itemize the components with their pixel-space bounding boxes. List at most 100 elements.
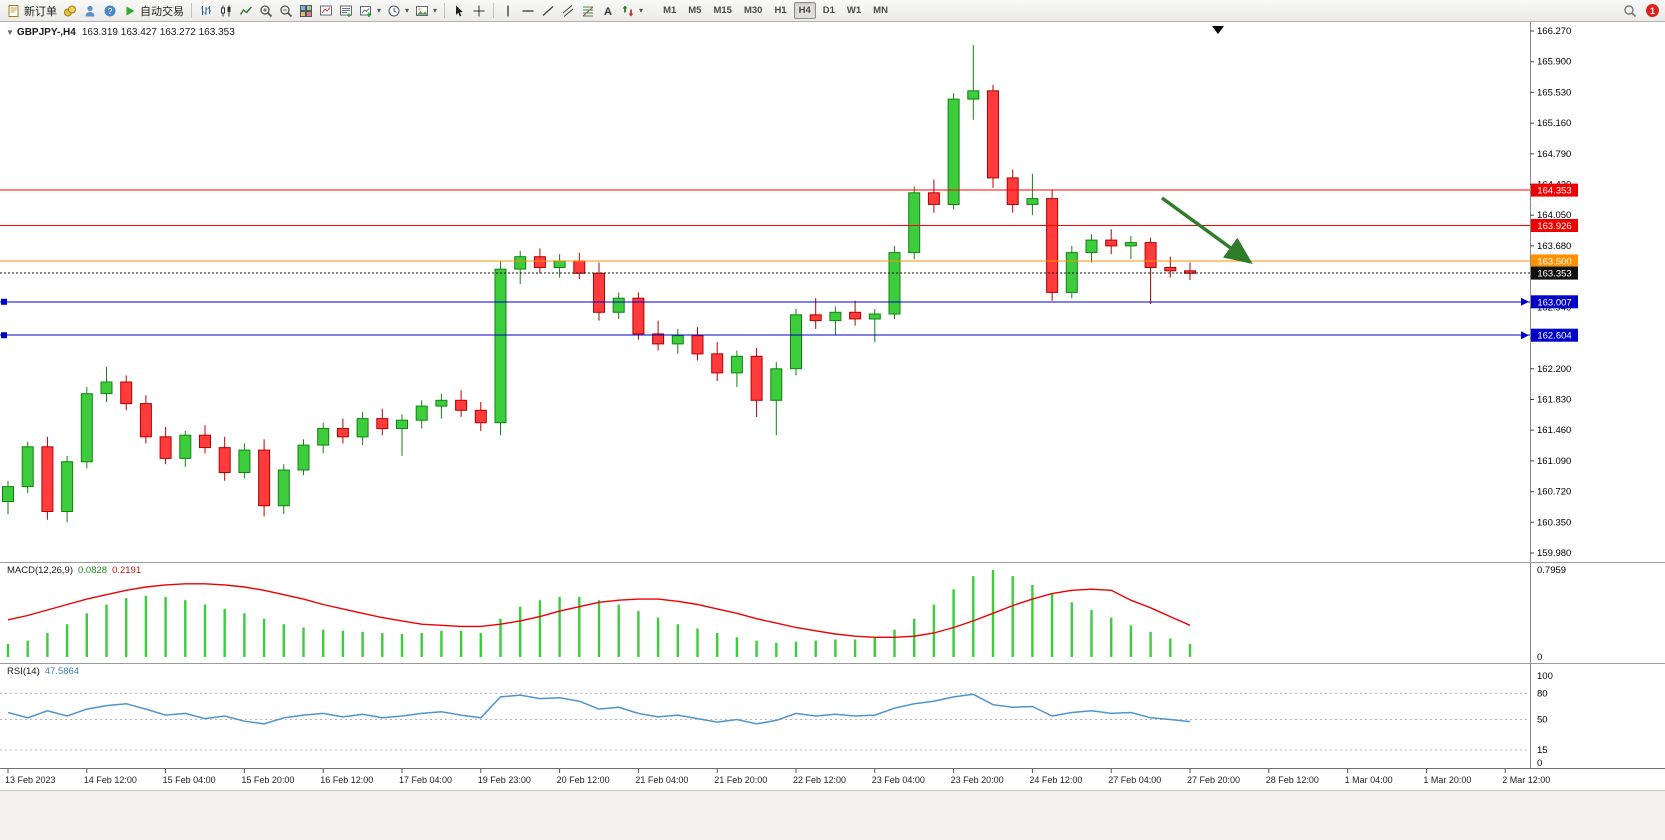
macd-name: MACD(12,26,9) — [7, 565, 73, 576]
bar-chart-button[interactable] — [196, 2, 216, 20]
zoom-out-button[interactable] — [276, 2, 296, 20]
panel-separator[interactable] — [0, 562, 1665, 563]
channel-icon — [561, 4, 575, 18]
main-chart-canvas[interactable] — [0, 22, 1530, 562]
tf-button-d1[interactable]: D1 — [822, 5, 835, 16]
trend-arrow-annotation[interactable] — [1160, 196, 1253, 265]
rsi-levels — [0, 692, 1530, 751]
indicator-list-icon — [339, 4, 353, 18]
cursor-icon — [452, 4, 466, 18]
line-chart-button[interactable] — [236, 2, 256, 20]
candle — [199, 434, 211, 449]
templates-button[interactable]: ▾ — [412, 2, 440, 20]
autotrade-button[interactable]: 自动交易 — [120, 2, 187, 20]
candle — [652, 333, 665, 345]
notification-badge[interactable]: 1 — [1646, 4, 1659, 17]
candle — [396, 419, 408, 430]
zoom-in-button[interactable] — [256, 2, 276, 20]
rsi-canvas[interactable] — [0, 663, 1530, 768]
tile-windows-icon — [299, 4, 313, 18]
hlines-layer[interactable] — [0, 189, 1530, 340]
tf-button-m15[interactable]: M15 — [713, 5, 732, 16]
svg-text:163.353: 163.353 — [1537, 269, 1571, 280]
candle — [218, 447, 231, 474]
tf-button-m1[interactable]: M1 — [663, 5, 677, 16]
time-axis-label: 27 Feb 04:00 — [1108, 775, 1161, 785]
macd-canvas[interactable] — [0, 562, 1530, 663]
candle — [1105, 239, 1118, 247]
collapse-icon[interactable]: ▼ — [6, 28, 14, 37]
candle — [927, 192, 940, 205]
svg-text:163.007: 163.007 — [1537, 297, 1571, 308]
chart-ohlc-values: 163.319 163.427 163.272 163.353 — [81, 27, 235, 38]
svg-text:163.926: 163.926 — [1537, 221, 1571, 232]
new-order-icon — [7, 4, 21, 18]
time-axis-label: 23 Feb 04:00 — [872, 775, 925, 785]
help-button[interactable]: ? — [100, 2, 120, 20]
zoom-in-icon — [259, 4, 273, 18]
candle — [61, 461, 74, 513]
periods-button[interactable]: ▾ — [384, 2, 412, 20]
tf-button-m30[interactable]: M30 — [743, 5, 763, 16]
horizontal-line-button[interactable] — [518, 2, 538, 20]
macd-axis-min: 0 — [1537, 652, 1542, 663]
time-axis-label: 22 Feb 12:00 — [793, 775, 846, 785]
candle — [868, 313, 881, 320]
candlestick-button[interactable] — [216, 2, 236, 20]
tf-button-m5[interactable]: M5 — [688, 5, 702, 16]
arrows-button[interactable]: ▾ — [618, 2, 646, 20]
candle — [809, 314, 822, 322]
window-bottom-strip — [0, 790, 1665, 840]
new-order-button[interactable]: 新订单 — [4, 2, 60, 20]
candle — [730, 355, 743, 374]
candle — [888, 252, 901, 315]
channel-button[interactable] — [558, 2, 578, 20]
vertical-line-button[interactable] — [498, 2, 518, 20]
panel-separator[interactable] — [0, 663, 1665, 664]
text-button[interactable]: A — [598, 2, 618, 20]
cursor-button[interactable] — [449, 2, 469, 20]
candle — [770, 368, 783, 401]
time-axis-label: 1 Mar 04:00 — [1345, 775, 1393, 785]
tf-button-h1[interactable]: H1 — [774, 5, 787, 16]
candle — [455, 399, 468, 411]
trendline-icon — [541, 4, 555, 18]
profile-button[interactable] — [80, 2, 100, 20]
crosshair-button[interactable] — [469, 2, 489, 20]
candles-layer — [2, 45, 1196, 523]
rsi-axis-label: 0 — [1537, 758, 1542, 768]
indicator-list-button[interactable] — [336, 2, 356, 20]
market-button[interactable] — [60, 2, 80, 20]
candle — [80, 393, 93, 463]
indicators-button[interactable] — [316, 2, 336, 20]
trendline-button[interactable] — [538, 2, 558, 20]
toolbar-separator — [493, 3, 495, 18]
price-axis-label: 161.460 — [1537, 425, 1571, 436]
time-axis[interactable]: 13 Feb 2023 14 Feb 12:00 15 Feb 04:00 15 Fe… — [0, 768, 1665, 790]
macd-main-value: 0.0828 — [78, 565, 108, 576]
candle — [908, 192, 921, 254]
crosshair-icon — [472, 4, 486, 18]
rsi-value: 47.5864 — [44, 666, 80, 677]
text-icon: A — [601, 4, 615, 18]
fibonacci-button[interactable] — [578, 2, 598, 20]
tile-windows-button[interactable] — [296, 2, 316, 20]
svg-text:A: A — [604, 6, 612, 18]
tf-button-w1[interactable]: W1 — [846, 5, 862, 16]
candle — [1026, 198, 1039, 205]
toolbar-separator — [191, 3, 192, 18]
price-axis-label: 165.530 — [1537, 87, 1571, 98]
vertical-line-icon — [501, 4, 515, 18]
tf-button-mn[interactable]: MN — [873, 5, 888, 16]
price-axis-label: 161.090 — [1537, 456, 1571, 467]
new-chart-button[interactable]: ▾ — [356, 2, 384, 20]
candle — [258, 449, 271, 507]
price-axis[interactable]: 166.270165.900165.530165.160164.790164.4… — [1530, 22, 1665, 768]
search-button[interactable] — [1620, 2, 1640, 20]
tf-button-h4[interactable]: H4 — [793, 2, 816, 19]
arrows-icon — [621, 4, 635, 18]
candle — [376, 418, 389, 430]
candle — [849, 311, 862, 320]
candle — [317, 428, 330, 446]
candle — [139, 403, 152, 438]
